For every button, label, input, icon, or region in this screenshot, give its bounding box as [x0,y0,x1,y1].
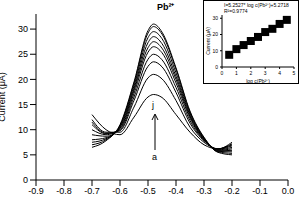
svg-text:-0.2: -0.2 [224,186,240,196]
svg-text:0: 0 [221,70,224,76]
svg-text:1: 1 [235,70,238,76]
svg-text:15: 15 [18,100,28,110]
svg-text:Current (μA): Current (μA) [205,27,211,55]
svg-text:-0.4: -0.4 [168,186,184,196]
svg-text:-0.7: -0.7 [84,186,100,196]
html-text:I=5.2527* log c(Pb²⁺)+5.2718: I=5.2527* log c(Pb²⁺)+5.2718 [224,2,289,8]
svg-text:0: 0 [215,64,218,70]
svg-text:0: 0 [23,175,28,185]
svg-text:25: 25 [18,49,28,59]
svg-text:5: 5 [23,150,28,160]
svg-text:30: 30 [18,24,28,34]
svg-text:3: 3 [264,70,267,76]
svg-text:30: 30 [212,15,218,21]
svg-text:-0.6: -0.6 [112,186,128,196]
svg-text:20: 20 [18,75,28,85]
html-text:j: j [152,100,154,110]
svg-text:-0.9: -0.9 [28,186,44,196]
svg-text:-0.5: -0.5 [140,186,156,196]
html-text:Pb²⁺: Pb²⁺ [157,2,175,12]
svg-text:20: 20 [212,31,218,37]
svg-text:log c(Pb²⁺): log c(Pb²⁺) [246,78,270,83]
svg-text:10: 10 [18,125,28,135]
svg-text:-0.3: -0.3 [196,186,212,196]
html-text:R²=0.9774: R²=0.9774 [224,8,248,14]
svg-text:10: 10 [212,48,218,54]
svg-text:-0.1: -0.1 [252,186,268,196]
svg-text:-0.8: -0.8 [56,186,72,196]
html-text:a: a [152,152,157,162]
svg-text:0.0: 0.0 [282,186,292,196]
svg-text:4: 4 [278,70,281,76]
svg-text:2: 2 [249,70,252,76]
